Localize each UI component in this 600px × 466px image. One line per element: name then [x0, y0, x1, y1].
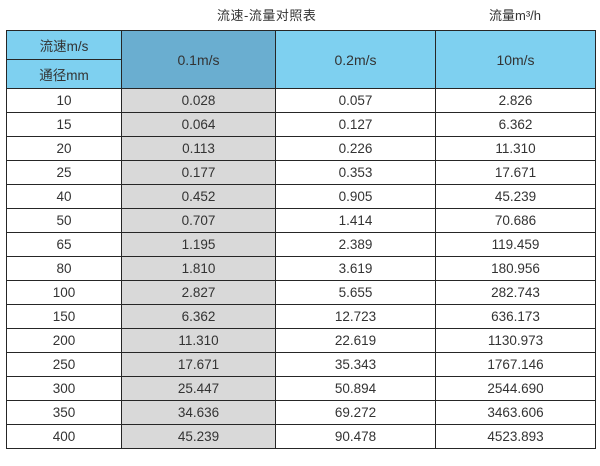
- diameter-cell: 100: [6, 280, 122, 305]
- corner-label-velocity: 流速m/s: [6, 30, 122, 60]
- table-row: 250 17.671 35.343 1767.146: [6, 352, 596, 377]
- value-cell: 2.827: [121, 280, 276, 305]
- value-cell: 45.239: [121, 424, 276, 449]
- value-cell: 25.447: [121, 376, 276, 401]
- value-cell: 0.226: [275, 136, 436, 161]
- diameter-cell: 20: [6, 136, 122, 161]
- value-cell: 5.655: [275, 280, 436, 305]
- table-row: 50 0.707 1.414 70.686: [6, 208, 596, 233]
- table-row: 25 0.177 0.353 17.671: [6, 160, 596, 185]
- value-cell: 17.671: [121, 352, 276, 377]
- table-row: 40 0.452 0.905 45.239: [6, 184, 596, 209]
- value-cell: 0.057: [275, 88, 436, 113]
- diameter-cell: 25: [6, 160, 122, 185]
- value-cell: 2.826: [435, 88, 596, 113]
- value-cell: 50.894: [275, 376, 436, 401]
- diameter-cell: 250: [6, 352, 122, 377]
- value-cell: 0.028: [121, 88, 276, 113]
- value-cell: 22.619: [275, 328, 436, 353]
- value-cell: 3463.606: [435, 400, 596, 425]
- diameter-cell: 350: [6, 400, 122, 425]
- table-row: 20 0.113 0.226 11.310: [6, 136, 596, 161]
- diameter-cell: 10: [6, 88, 122, 113]
- value-cell: 11.310: [435, 136, 596, 161]
- value-cell: 0.905: [275, 184, 436, 209]
- table-header: 流速m/s 0.1m/s 0.2m/s 10m/s 通径mm: [6, 30, 596, 89]
- diameter-cell: 80: [6, 256, 122, 281]
- table-row: 350 34.636 69.272 3463.606: [6, 400, 596, 425]
- value-cell: 0.113: [121, 136, 276, 161]
- header-row-top: 流速m/s 0.1m/s 0.2m/s 10m/s: [6, 30, 596, 89]
- flow-unit-label: 流量m³/h: [489, 8, 542, 23]
- corner-label-diameter: 通径mm: [6, 59, 122, 89]
- value-cell: 1767.146: [435, 352, 596, 377]
- page-title: 流速-流量对照表: [217, 8, 317, 23]
- value-cell: 0.177: [121, 160, 276, 185]
- top-labels: 流速-流量对照表 流量m³/h: [0, 0, 600, 30]
- diameter-cell: 150: [6, 304, 122, 329]
- value-cell: 1.195: [121, 232, 276, 257]
- value-cell: 6.362: [435, 112, 596, 137]
- value-cell: 45.239: [435, 184, 596, 209]
- value-cell: 17.671: [435, 160, 596, 185]
- value-cell: 4523.893: [435, 424, 596, 449]
- diameter-cell: 40: [6, 184, 122, 209]
- value-cell: 0.353: [275, 160, 436, 185]
- value-cell: 0.707: [121, 208, 276, 233]
- value-cell: 0.452: [121, 184, 276, 209]
- column-header-0.2ms: 0.2m/s: [275, 30, 436, 89]
- diameter-cell: 400: [6, 424, 122, 449]
- table-row: 400 45.239 90.478 4523.893: [6, 424, 596, 449]
- diameter-cell: 15: [6, 112, 122, 137]
- value-cell: 69.272: [275, 400, 436, 425]
- value-cell: 34.636: [121, 400, 276, 425]
- column-header-0.1ms: 0.1m/s: [121, 30, 276, 89]
- value-cell: 1.414: [275, 208, 436, 233]
- value-cell: 2544.690: [435, 376, 596, 401]
- table-row: 10 0.028 0.057 2.826: [6, 88, 596, 113]
- table-row: 80 1.810 3.619 180.956: [6, 256, 596, 281]
- table-row: 100 2.827 5.655 282.743: [6, 280, 596, 305]
- value-cell: 180.956: [435, 256, 596, 281]
- value-cell: 119.459: [435, 232, 596, 257]
- table-body: 10 0.028 0.057 2.826 15 0.064 0.127 6.362 20 0.11…: [6, 88, 596, 449]
- value-cell: 1130.973: [435, 328, 596, 353]
- value-cell: 0.064: [121, 112, 276, 137]
- table-row: 15 0.064 0.127 6.362: [6, 112, 596, 137]
- header-row-bottom: 通径mm: [6, 59, 596, 89]
- value-cell: 636.173: [435, 304, 596, 329]
- diameter-cell: 300: [6, 376, 122, 401]
- value-cell: 12.723: [275, 304, 436, 329]
- value-cell: 3.619: [275, 256, 436, 281]
- flow-rate-table: 流速m/s 0.1m/s 0.2m/s 10m/s 通径mm 10 0.028 0.…: [6, 30, 596, 449]
- value-cell: 2.389: [275, 232, 436, 257]
- value-cell: 6.362: [121, 304, 276, 329]
- table-row: 150 6.362 12.723 636.173: [6, 304, 596, 329]
- value-cell: 11.310: [121, 328, 276, 353]
- table-row: 200 11.310 22.619 1130.973: [6, 328, 596, 353]
- value-cell: 35.343: [275, 352, 436, 377]
- value-cell: 0.127: [275, 112, 436, 137]
- table-row: 65 1.195 2.389 119.459: [6, 232, 596, 257]
- value-cell: 282.743: [435, 280, 596, 305]
- value-cell: 90.478: [275, 424, 436, 449]
- diameter-cell: 65: [6, 232, 122, 257]
- value-cell: 70.686: [435, 208, 596, 233]
- value-cell: 1.810: [121, 256, 276, 281]
- table-row: 300 25.447 50.894 2544.690: [6, 376, 596, 401]
- diameter-cell: 200: [6, 328, 122, 353]
- diameter-cell: 50: [6, 208, 122, 233]
- column-header-10ms: 10m/s: [435, 30, 596, 89]
